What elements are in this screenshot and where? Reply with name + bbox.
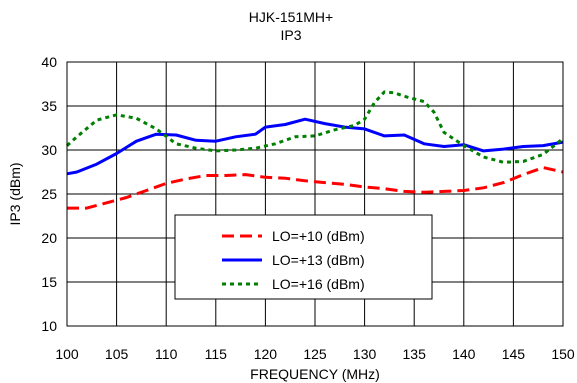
series-line-2 [66, 117, 564, 176]
x-tick-label: 140 [452, 346, 476, 362]
series-line-3 [66, 90, 564, 164]
series-lines [66, 90, 564, 210]
y-axis-title: IP3 (dBm) [7, 162, 23, 225]
x-tick-label: 115 [205, 346, 228, 362]
tick-labels: 100 105 110 115 120 125 130 135 140 145 150 10 15 20 2… [41, 54, 574, 362]
chart-subtitle: IP3 [280, 27, 301, 43]
y-tick-label: 15 [41, 274, 57, 290]
x-tick-label: 150 [551, 346, 575, 362]
y-tick-label: 35 [41, 98, 57, 114]
x-tick-label: 125 [303, 346, 327, 362]
legend: LO=+10 (dBm) LO=+13 (dBm) LO=+16 (dBm) [174, 214, 433, 300]
x-tick-label: 120 [254, 346, 278, 362]
y-tick-label: 25 [41, 186, 57, 202]
series-line-1 [67, 166, 564, 210]
y-tick-label: 30 [41, 142, 57, 158]
y-tick-label: 10 [41, 318, 57, 334]
x-tick-label: 145 [502, 346, 526, 362]
x-tick-label: 105 [105, 346, 129, 362]
plot-frame [66, 61, 564, 327]
legend-label: LO=+13 (dBm) [272, 252, 365, 268]
legend-label: LO=+16 (dBm) [272, 276, 365, 292]
legend-label: LO=+10 (dBm) [272, 228, 365, 244]
y-tick-label: 40 [41, 54, 57, 70]
x-tick-label: 135 [403, 346, 427, 362]
x-tick-label: 110 [155, 346, 178, 362]
legend-items: LO=+10 (dBm) LO=+13 (dBm) LO=+16 (dBm) [222, 228, 365, 292]
y-tick-label: 20 [41, 230, 57, 246]
legend-box [174, 214, 433, 300]
x-axis-title: FREQUENCY (MHz) [250, 366, 380, 382]
chart-title: HJK-151MH+ [249, 9, 333, 25]
x-tick-label: 130 [353, 346, 377, 362]
x-tick-label: 100 [55, 346, 79, 362]
